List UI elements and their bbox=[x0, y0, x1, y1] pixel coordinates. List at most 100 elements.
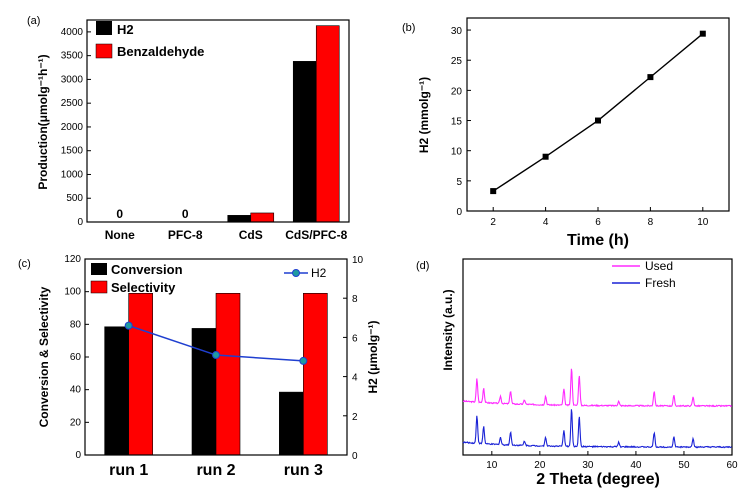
panel-d-x-tick-label: 50 bbox=[678, 460, 690, 471]
panel-c-right-axis-label: H2 (μmolg⁻¹) bbox=[366, 320, 380, 393]
legend-swatch-benzaldehyde bbox=[95, 43, 113, 59]
panel-c: (c) run 1 run 2 run 3 0 20 40 60 80 100 120 0 2 4 6 8 1… bbox=[18, 254, 380, 479]
panel-a-legend: H2 Benzaldehyde bbox=[95, 21, 204, 59]
panel-b-y-tick-label: 15 bbox=[451, 117, 463, 128]
legend-swatch-h2 bbox=[96, 21, 112, 35]
panel-c-label: (c) bbox=[18, 258, 31, 270]
legend-benzaldehyde-label: Benzaldehyde bbox=[117, 44, 204, 59]
panel-c-h2-point bbox=[299, 356, 308, 365]
panel-a-label: (a) bbox=[27, 15, 40, 27]
legend-selectivity-label: Selectivity bbox=[111, 280, 176, 295]
panel-a-y-tick-label: 0 bbox=[77, 217, 83, 228]
panel-c-y-tick-label: 100 bbox=[64, 287, 81, 298]
panel-b-x-tick-label: 4 bbox=[543, 217, 549, 228]
panel-b-data-point bbox=[647, 74, 654, 81]
panel-d-used-pattern bbox=[462, 368, 733, 408]
panel-a-y-tick-label: 500 bbox=[66, 193, 83, 204]
panel-c-right-tick-label: 2 bbox=[352, 412, 358, 423]
panel-a-y-tick-label: 2000 bbox=[61, 122, 84, 133]
panel-a-bar-benzaldehyde bbox=[250, 212, 275, 223]
panel-a-bar-h2 bbox=[292, 61, 317, 223]
panel-a-x-tick-label: CdS bbox=[239, 228, 263, 242]
panel-c-h2-point bbox=[212, 351, 220, 360]
panel-a-y-tick-label: 1500 bbox=[61, 146, 84, 157]
panel-d-x-tick-label: 60 bbox=[726, 460, 738, 471]
panel-d-frame bbox=[462, 258, 733, 456]
panel-b-data-point bbox=[490, 188, 497, 195]
panel-d-x-tick-label: 30 bbox=[582, 460, 594, 471]
panel-b-x-tick-label: 10 bbox=[697, 217, 709, 228]
panel-b-x-tick-label: 6 bbox=[595, 217, 601, 228]
panel-b-x-axis-label: Time (h) bbox=[567, 232, 629, 249]
panel-c-bar-conversion bbox=[191, 328, 217, 456]
legend-used-label: Used bbox=[645, 259, 673, 273]
panel-d: (d) 10 20 30 40 50 60 Used Fresh 2 Theta (deg… bbox=[416, 258, 738, 488]
panel-a-x-tick-label: PFC-8 bbox=[168, 228, 203, 242]
legend-conversion-label: Conversion bbox=[111, 262, 183, 277]
panel-a-bar-benzaldehyde bbox=[315, 25, 340, 223]
panel-a-y-tick-label: 3000 bbox=[61, 74, 84, 85]
panel-a-y-tick-label: 4000 bbox=[61, 27, 84, 38]
panel-a-data-label: 0 bbox=[182, 207, 189, 221]
panel-b-data-point bbox=[542, 153, 549, 160]
panel-b-y-tick-label: 20 bbox=[451, 86, 463, 97]
panel-b-y-axis-label: H2 (mmolg⁻¹) bbox=[417, 77, 431, 153]
panel-d-x-tick-label: 10 bbox=[486, 460, 498, 471]
panel-d-x-axis-label: 2 Theta (degree) bbox=[536, 471, 660, 488]
panel-a-x-tick-label: CdS/PFC-8 bbox=[285, 228, 347, 242]
panel-a: (a) None PFC-8 CdS CdS/PFC-8 0 0 0 500 1000 1500 2… bbox=[27, 15, 350, 242]
panel-b-y-tick-label: 25 bbox=[451, 56, 463, 67]
panel-c-bar-selectivity bbox=[303, 292, 328, 456]
panel-d-x-tick-label: 40 bbox=[630, 460, 642, 471]
panel-c-right-tick-label: 6 bbox=[352, 333, 358, 344]
panel-b-data-point bbox=[699, 30, 706, 37]
panel-b-data-point bbox=[595, 117, 601, 124]
panel-c-y-tick-label: 60 bbox=[70, 352, 82, 363]
panel-c-x-tick-label: run 2 bbox=[196, 462, 235, 479]
panel-a-data-label: 0 bbox=[116, 207, 123, 221]
panel-b-x-tick-label: 2 bbox=[490, 217, 496, 228]
panel-c-bar-conversion bbox=[279, 391, 304, 456]
panel-c-y-tick-label: 80 bbox=[70, 319, 82, 330]
panel-a-y-tick-label: 2500 bbox=[61, 98, 84, 109]
panel-b-y-tick-label: 5 bbox=[456, 177, 462, 188]
panel-c-right-tick-label: 0 bbox=[352, 451, 358, 462]
panel-c-legend: Conversion Selectivity H2 bbox=[90, 262, 327, 295]
panel-c-bar-selectivity bbox=[128, 292, 153, 456]
panel-c-x-tick-label: run 3 bbox=[284, 462, 323, 479]
panel-c-h2-point bbox=[124, 321, 133, 330]
panel-b-y-tick-label: 0 bbox=[456, 207, 462, 218]
panel-c-y-axis-label: Conversion & Selectivity bbox=[37, 286, 51, 427]
panel-d-label: (d) bbox=[416, 260, 429, 272]
panel-a-frame bbox=[86, 19, 350, 223]
legend-marker-h2 bbox=[292, 269, 300, 277]
panel-a-y-tick-label: 1000 bbox=[61, 169, 84, 180]
panel-d-y-axis-label: Intensity (a.u.) bbox=[441, 289, 455, 370]
panel-c-y-tick-label: 40 bbox=[70, 385, 82, 396]
panel-c-y-tick-label: 0 bbox=[75, 450, 81, 461]
panel-b-y-tick-label: 10 bbox=[451, 147, 463, 158]
panel-c-bar-conversion bbox=[104, 326, 129, 456]
panel-c-bar-selectivity bbox=[215, 292, 241, 456]
legend-h2-label: H2 bbox=[117, 22, 134, 37]
panel-c-y-tick-label: 120 bbox=[64, 254, 81, 265]
legend-fresh-label: Fresh bbox=[645, 276, 676, 290]
panel-c-right-tick-label: 8 bbox=[352, 294, 358, 305]
panel-a-y-tick-label: 3500 bbox=[61, 51, 84, 62]
panel-c-x-tick-label: run 1 bbox=[109, 462, 148, 479]
panel-a-x-tick-label: None bbox=[105, 228, 135, 242]
panel-d-x-tick-label: 20 bbox=[534, 460, 546, 471]
panel-b-label: (b) bbox=[402, 22, 415, 34]
panel-b: (b) 2 4 6 8 10 0 5 10 15 20 25 30 Time (h) H2 (mmol… bbox=[402, 17, 730, 249]
panel-d-legend: Used Fresh bbox=[612, 259, 676, 290]
legend-swatch-selectivity bbox=[90, 280, 108, 294]
panel-c-right-tick-label: 4 bbox=[352, 373, 358, 384]
legend-swatch-conversion bbox=[91, 263, 107, 275]
panel-d-fresh-pattern bbox=[462, 409, 732, 449]
panel-c-y-tick-label: 20 bbox=[70, 417, 82, 428]
panel-a-bar-h2 bbox=[227, 215, 252, 223]
panel-b-series-line bbox=[492, 33, 704, 192]
panel-b-y-tick-label: 30 bbox=[451, 26, 463, 37]
panel-a-y-axis-label: Production(μmolg⁻¹h⁻¹) bbox=[36, 54, 50, 189]
